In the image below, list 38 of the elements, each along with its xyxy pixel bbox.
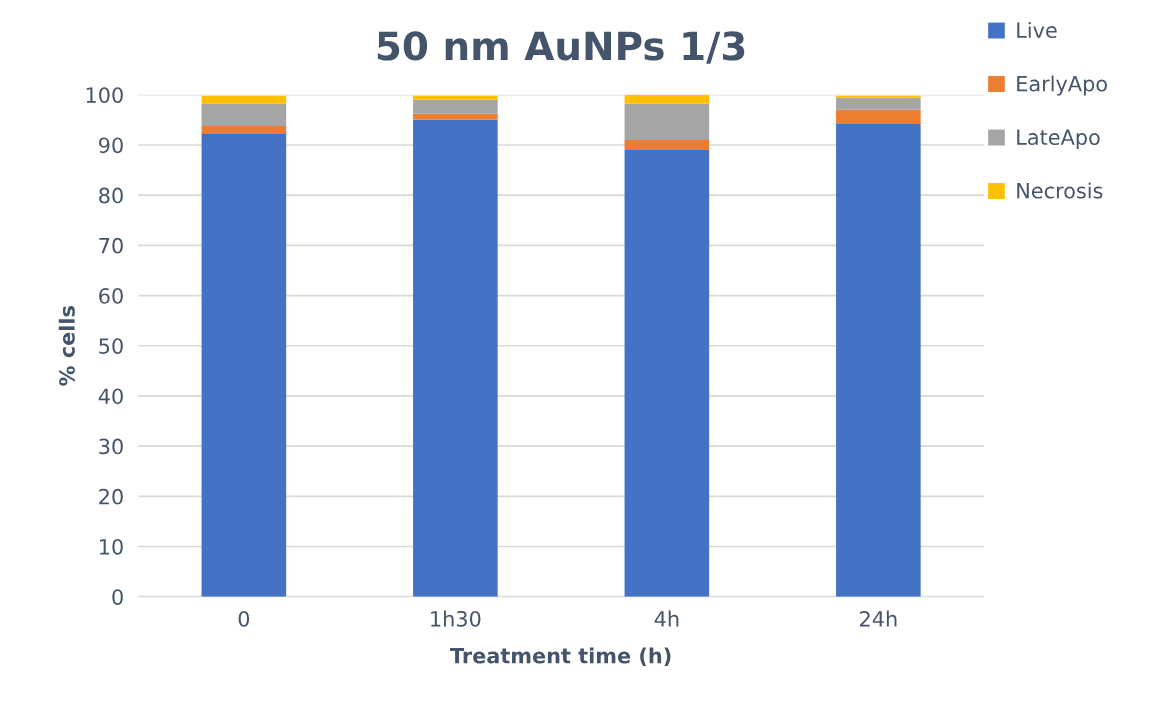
legend-label: Necrosis bbox=[1017, 182, 1103, 199]
bar bbox=[201, 133, 287, 597]
bar bbox=[413, 95, 498, 100]
bar bbox=[836, 97, 921, 110]
bar bbox=[836, 95, 921, 98]
bar bbox=[201, 103, 287, 126]
y-tick-label: 80 bbox=[99, 187, 123, 204]
y-tick-label: 70 bbox=[99, 237, 123, 254]
y-tick-label: 100 bbox=[86, 87, 123, 103]
bar bbox=[413, 113, 498, 120]
y-tick-label: 40 bbox=[98, 388, 123, 405]
y-tick-label: 50 bbox=[99, 338, 123, 354]
y-tick-label: 90 bbox=[99, 137, 123, 154]
bar bbox=[836, 123, 921, 597]
bar bbox=[413, 119, 498, 597]
y-tick-label: 0 bbox=[112, 589, 123, 605]
bar bbox=[836, 109, 921, 124]
x-tick-label: 0 bbox=[238, 610, 250, 627]
x-axis-title: Treatment time (h) bbox=[450, 647, 671, 666]
bar bbox=[624, 139, 710, 150]
x-tick-label: 24h bbox=[860, 610, 897, 627]
bar bbox=[624, 103, 710, 140]
x-tick-label: 1h30 bbox=[431, 610, 481, 627]
legend-label: Live bbox=[1017, 21, 1057, 39]
y-axis-title: % cells bbox=[58, 306, 75, 386]
x-tick-label: 4h bbox=[654, 610, 679, 627]
y-tick-label: 60 bbox=[99, 287, 123, 304]
y-tick-label: 30 bbox=[99, 438, 123, 455]
y-tick-label: 20 bbox=[99, 488, 123, 505]
chart-title: 50 nm AuNPs 1/3 bbox=[377, 31, 745, 64]
bar bbox=[413, 99, 498, 114]
bar bbox=[201, 95, 287, 104]
y-tick-label: 10 bbox=[100, 538, 123, 555]
legend-label: EarlyApo bbox=[1017, 75, 1107, 96]
bar bbox=[201, 125, 287, 134]
legend-label: LateApo bbox=[1017, 129, 1100, 150]
bar bbox=[624, 94, 710, 104]
bar bbox=[624, 149, 710, 597]
